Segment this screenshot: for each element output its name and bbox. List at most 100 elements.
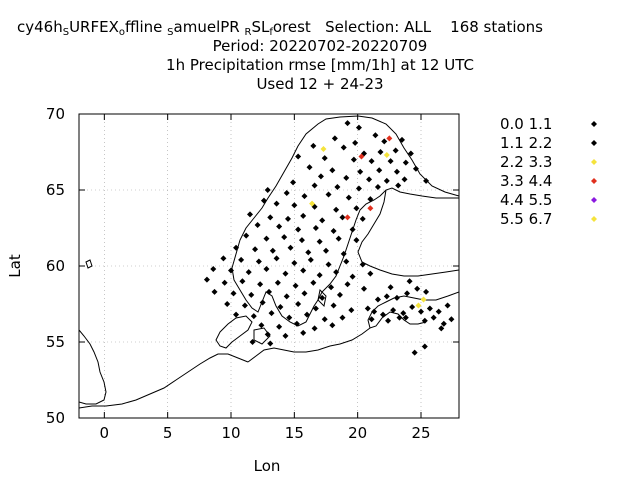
data-point bbox=[310, 279, 317, 286]
data-point bbox=[258, 322, 265, 329]
legend-marker bbox=[591, 121, 597, 127]
data-point bbox=[364, 305, 371, 312]
data-point bbox=[372, 132, 379, 139]
data-point bbox=[260, 197, 267, 204]
data-point bbox=[293, 320, 300, 327]
data-point bbox=[310, 142, 317, 149]
data-point bbox=[309, 200, 316, 207]
data-point bbox=[415, 302, 422, 309]
legend: 0.0 1.11.1 2.22.2 3.33.3 4.44.4 5.55.5 6… bbox=[500, 115, 597, 228]
data-point bbox=[295, 226, 302, 233]
data-point bbox=[312, 225, 319, 231]
data-point bbox=[319, 217, 326, 224]
data-point bbox=[276, 223, 283, 230]
legend-marker bbox=[591, 216, 597, 222]
coastline-map bbox=[79, 115, 459, 409]
data-point bbox=[380, 311, 386, 318]
data-point bbox=[353, 205, 360, 212]
data-point bbox=[359, 215, 366, 222]
data-point bbox=[300, 329, 307, 336]
data-point bbox=[390, 307, 397, 314]
data-point bbox=[385, 317, 392, 324]
data-point bbox=[367, 270, 374, 277]
data-point bbox=[259, 299, 266, 306]
data-point bbox=[401, 176, 408, 183]
data-point bbox=[250, 313, 257, 320]
data-point bbox=[221, 279, 228, 286]
data-point bbox=[329, 167, 336, 174]
data-point bbox=[277, 304, 284, 311]
data-point bbox=[438, 325, 445, 332]
data-point bbox=[444, 302, 451, 309]
data-point bbox=[282, 270, 289, 277]
grid bbox=[79, 114, 459, 418]
data-point bbox=[287, 244, 294, 251]
data-point bbox=[319, 294, 326, 301]
y-axis-label: Lat bbox=[6, 254, 24, 278]
data-point bbox=[233, 244, 240, 251]
data-markers bbox=[203, 120, 455, 356]
data-point bbox=[344, 281, 351, 288]
data-point bbox=[377, 149, 384, 155]
data-point bbox=[387, 284, 394, 291]
data-point bbox=[233, 311, 240, 318]
chart-title-line-1: cy46hSURFEXoffline SamuelPR RSLforest Se… bbox=[16, 18, 543, 38]
data-point bbox=[340, 144, 347, 151]
data-point bbox=[291, 259, 298, 266]
legend-entry-label: 4.4 5.5 bbox=[500, 191, 552, 209]
x-tick-label: 0 bbox=[100, 424, 110, 442]
data-point bbox=[316, 272, 323, 279]
data-point bbox=[420, 296, 427, 303]
data-point bbox=[350, 156, 357, 163]
data-point bbox=[344, 120, 351, 127]
data-point bbox=[317, 173, 324, 180]
data-point bbox=[300, 212, 307, 219]
y-tick-label: 55 bbox=[46, 333, 65, 351]
data-point bbox=[353, 237, 360, 244]
data-point bbox=[393, 294, 400, 301]
data-point bbox=[325, 261, 332, 268]
data-point bbox=[395, 182, 402, 189]
data-point bbox=[407, 150, 414, 157]
data-point bbox=[264, 331, 271, 338]
data-point bbox=[344, 214, 351, 221]
data-point bbox=[267, 214, 274, 221]
data-point bbox=[295, 153, 302, 160]
y-tick-label: 65 bbox=[46, 181, 65, 199]
data-point bbox=[257, 281, 264, 288]
data-point bbox=[409, 304, 416, 311]
data-point bbox=[435, 308, 442, 315]
data-point bbox=[340, 250, 347, 257]
data-point bbox=[440, 320, 447, 327]
data-point bbox=[325, 191, 332, 198]
data-point bbox=[361, 285, 367, 292]
data-point bbox=[366, 176, 373, 183]
data-point bbox=[307, 256, 314, 263]
y-tick-label: 70 bbox=[46, 105, 65, 123]
legend-entry-label: 0.0 1.1 bbox=[500, 115, 552, 133]
data-point bbox=[374, 183, 381, 190]
data-point bbox=[316, 238, 323, 245]
data-point bbox=[274, 279, 281, 286]
coastline-finland bbox=[357, 189, 459, 277]
data-point bbox=[311, 325, 318, 332]
coastline-denmark bbox=[215, 315, 253, 349]
data-point bbox=[291, 202, 298, 209]
data-point bbox=[358, 153, 365, 160]
data-point bbox=[343, 174, 350, 181]
data-point bbox=[404, 290, 411, 297]
data-point bbox=[352, 139, 359, 146]
data-point bbox=[285, 215, 291, 222]
data-point bbox=[355, 124, 362, 131]
data-point bbox=[248, 291, 255, 298]
data-point bbox=[273, 200, 280, 207]
coastline-continent bbox=[79, 353, 249, 409]
data-point bbox=[243, 232, 250, 239]
data-point bbox=[292, 282, 299, 289]
data-point bbox=[345, 194, 352, 201]
coastline-south-baltic bbox=[247, 327, 371, 363]
data-point bbox=[228, 267, 234, 274]
coastline-zealand bbox=[253, 327, 271, 345]
data-point bbox=[268, 310, 275, 317]
data-point bbox=[371, 308, 378, 315]
